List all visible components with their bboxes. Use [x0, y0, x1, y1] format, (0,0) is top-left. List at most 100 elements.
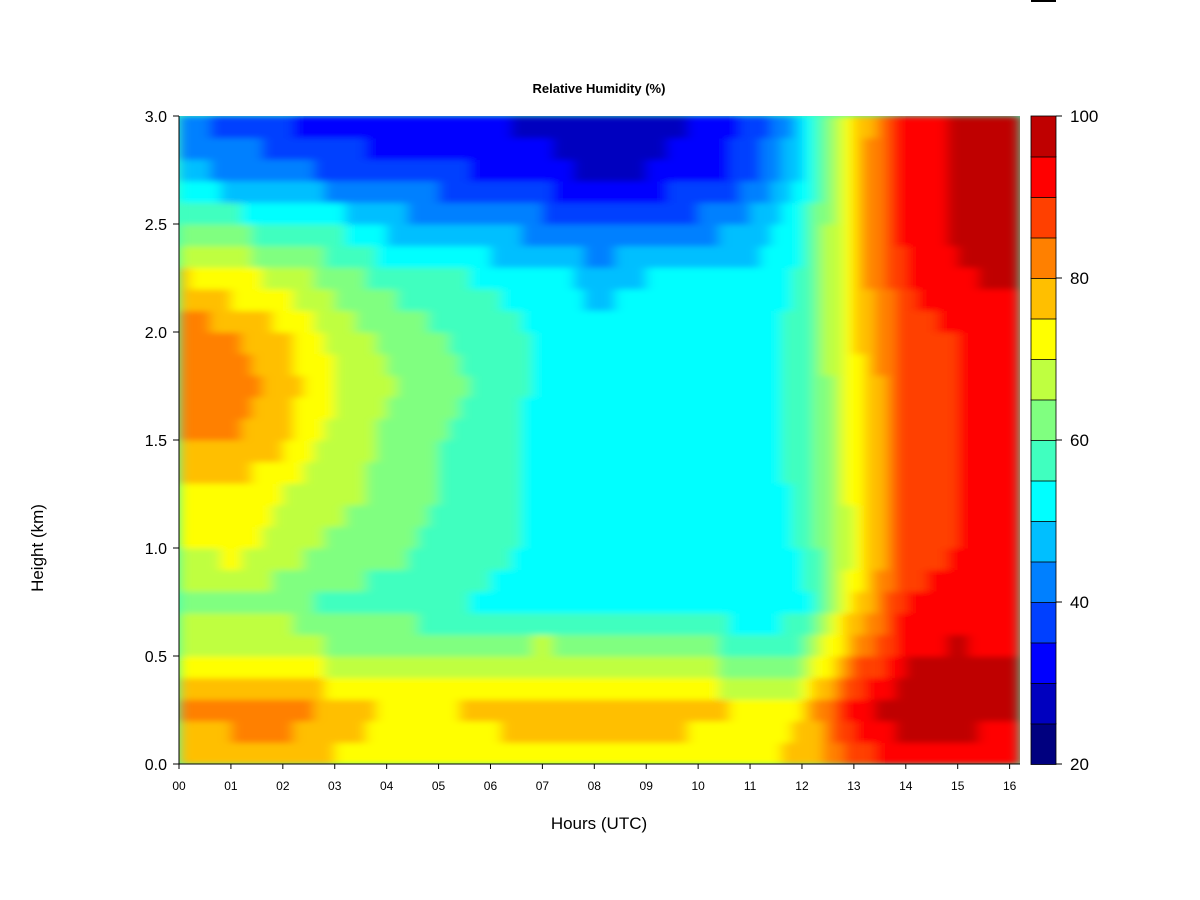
- heatmap-cell: [179, 332, 190, 355]
- heatmap-cell: [666, 548, 678, 571]
- heatmap-cell: [480, 720, 492, 743]
- heatmap-cell: [179, 440, 190, 463]
- heatmap-cell: [241, 137, 253, 160]
- heatmap-cell: [199, 548, 211, 571]
- heatmap-cell: [199, 267, 211, 290]
- heatmap-cell: [604, 742, 616, 764]
- heatmap-cell: [718, 375, 730, 398]
- heatmap-cell: [563, 526, 575, 549]
- heatmap-cell: [459, 332, 471, 355]
- heatmap-cell: [179, 353, 190, 376]
- heatmap-cell: [718, 461, 730, 484]
- heatmap-cell: [365, 332, 377, 355]
- heatmap-cell: [833, 418, 845, 441]
- heatmap-cell: [718, 396, 730, 419]
- heatmap-cell: [905, 656, 917, 679]
- heatmap-cell: [241, 418, 253, 441]
- heatmap-cell: [552, 548, 564, 571]
- heatmap-cell: [490, 461, 502, 484]
- heatmap-cell: [874, 375, 886, 398]
- heatmap-cell: [199, 526, 211, 549]
- heatmap-cell: [833, 569, 845, 592]
- heatmap-cell: [179, 526, 190, 549]
- heatmap-cell: [438, 612, 450, 635]
- heatmap-cell: [916, 224, 928, 247]
- heatmap-cell: [874, 137, 886, 160]
- heatmap-cell: [615, 634, 627, 657]
- heatmap-cell: [438, 461, 450, 484]
- heatmap-cell: [604, 548, 616, 571]
- heatmap-cell: [801, 202, 813, 225]
- heatmap-cell: [189, 440, 201, 463]
- heatmap-cell: [521, 569, 533, 592]
- heatmap-cell: [459, 720, 471, 743]
- heatmap-cell: [583, 202, 595, 225]
- heatmap-cell: [251, 353, 263, 376]
- heatmap-cell: [397, 526, 409, 549]
- heatmap-cell: [687, 504, 699, 527]
- heatmap-cell: [677, 245, 689, 268]
- heatmap-cell: [521, 548, 533, 571]
- heatmap-cell: [459, 180, 471, 203]
- heatmap-cell: [282, 375, 294, 398]
- heatmap-cell: [573, 634, 585, 657]
- heatmap-cell: [999, 202, 1011, 225]
- heatmap-cell: [500, 548, 512, 571]
- heatmap-cell: [573, 396, 585, 419]
- heatmap-cell: [739, 245, 751, 268]
- heatmap-cell: [708, 656, 720, 679]
- heatmap-cell: [843, 612, 855, 635]
- heatmap-cell: [230, 224, 242, 247]
- heatmap-cell: [272, 569, 284, 592]
- heatmap-cell: [230, 202, 242, 225]
- heatmap-cell: [448, 159, 460, 182]
- heatmap-cell: [947, 656, 959, 679]
- heatmap-cell: [926, 245, 938, 268]
- heatmap-cell: [365, 418, 377, 441]
- heatmap-cell: [646, 202, 658, 225]
- heatmap-cell: [313, 461, 325, 484]
- heatmap-cell: [241, 396, 253, 419]
- heatmap-cell: [843, 548, 855, 571]
- heatmap-cell: [656, 504, 668, 527]
- heatmap-cell: [698, 483, 710, 506]
- heatmap-cell: [781, 224, 793, 247]
- heatmap-cell: [926, 353, 938, 376]
- heatmap-cell: [262, 699, 274, 722]
- y-tick-label: 1.5: [145, 433, 167, 450]
- heatmap-cell: [490, 288, 502, 311]
- heatmap-cell: [448, 202, 460, 225]
- heatmap-cell: [199, 634, 211, 657]
- heatmap-cell: [729, 418, 741, 441]
- heatmap-cell: [926, 375, 938, 398]
- heatmap-cell: [500, 612, 512, 635]
- heatmap-cell: [843, 504, 855, 527]
- heatmap-cell: [230, 310, 242, 333]
- heatmap-cell: [542, 116, 554, 139]
- heatmap-cell: [313, 526, 325, 549]
- heatmap-cell: [262, 288, 274, 311]
- heatmap-cell: [334, 310, 346, 333]
- heatmap-cell: [365, 440, 377, 463]
- heatmap-cell: [677, 699, 689, 722]
- heatmap-cell: [615, 440, 627, 463]
- heatmap-cell: [781, 353, 793, 376]
- heatmap-cell: [615, 742, 627, 764]
- heatmap-cell: [999, 375, 1011, 398]
- heatmap-cell: [999, 440, 1011, 463]
- heatmap-cell: [999, 677, 1011, 700]
- heatmap-cell: [646, 720, 658, 743]
- heatmap-cell: [895, 677, 907, 700]
- heatmap-cell: [313, 288, 325, 311]
- heatmap-cell: [926, 742, 938, 764]
- heatmap-cell: [272, 267, 284, 290]
- heatmap-cell: [708, 137, 720, 160]
- heatmap-cell: [583, 267, 595, 290]
- heatmap-cell: [179, 375, 190, 398]
- x-tick-label: 02: [276, 779, 290, 793]
- heatmap-cell: [750, 526, 762, 549]
- heatmap-cell: [978, 332, 990, 355]
- heatmap-cell: [199, 137, 211, 160]
- heatmap-cell: [251, 267, 263, 290]
- heatmap-cell: [885, 224, 896, 247]
